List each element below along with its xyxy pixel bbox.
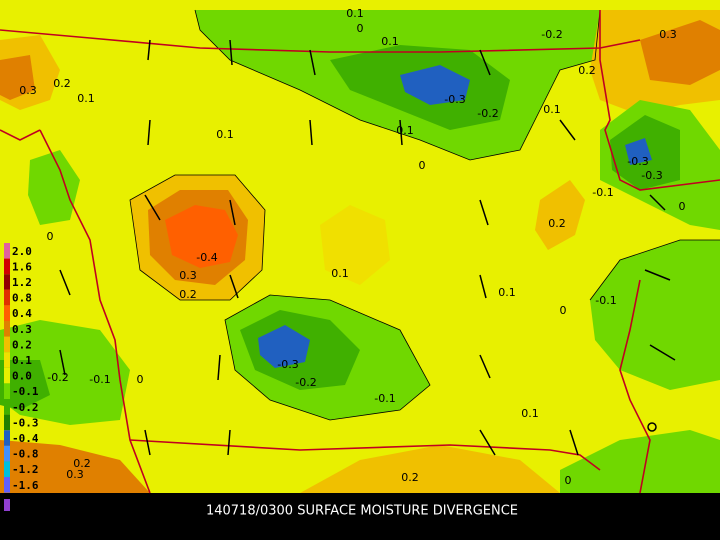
contour-label: 0.1	[381, 35, 399, 48]
contour-label: 0.1	[396, 124, 414, 137]
legend-label: -0.2	[12, 401, 39, 414]
contour-label: 0.1	[543, 103, 561, 116]
contour-label: -0.3	[641, 169, 662, 182]
contour-label: 0.1	[77, 92, 95, 105]
contour-label: 0.2	[179, 288, 197, 301]
contour-fills	[0, 10, 720, 493]
contour-label: 0.2	[548, 217, 566, 230]
contour-label: -0.3	[444, 93, 465, 106]
contour-label: -0.1	[374, 392, 395, 405]
contour-label: 0	[560, 304, 567, 317]
contour-label: 0	[419, 159, 426, 172]
legend-label: -1.2	[12, 463, 39, 476]
contour-label: 0	[47, 230, 54, 243]
legend-swatch	[4, 243, 10, 259]
legend-label: 0.0	[12, 370, 32, 383]
contour-label: -0.3	[627, 155, 648, 168]
contour-label: 0.2	[578, 64, 596, 77]
contour-label: -0.2	[47, 371, 68, 384]
legend-swatch	[4, 461, 10, 477]
contour-label: 0.2	[401, 471, 419, 484]
legend-label: -0.1	[12, 385, 39, 398]
legend-swatch	[4, 367, 10, 384]
legend-label: -0.3	[12, 416, 39, 429]
legend-label: 0.1	[12, 354, 32, 367]
contour-label: 0.1	[331, 267, 349, 280]
legend-swatch	[4, 414, 10, 431]
state-borders	[0, 10, 720, 494]
legend-label: 2.0	[12, 245, 32, 258]
contour-label: -0.1	[595, 294, 616, 307]
contour-label: 0.3	[66, 468, 84, 481]
legend-label: 0.8	[12, 292, 32, 305]
legend-swatch	[4, 430, 10, 446]
legend-label: 0.3	[12, 323, 32, 336]
legend-swatch	[4, 274, 10, 290]
contour-label: -0.3	[277, 358, 298, 371]
contour-label: -0.4	[196, 251, 217, 264]
legend-swatch	[4, 499, 10, 511]
contour-label: -0.2	[295, 376, 316, 389]
contour-label: 0	[565, 474, 572, 487]
legend-label: 0.2	[12, 338, 32, 351]
contour-label: -0.1	[592, 186, 613, 199]
contour-label: 0.3	[19, 84, 37, 97]
legend-swatch	[4, 321, 10, 337]
isolines	[129, 9, 720, 421]
contour-label: 0	[137, 373, 144, 386]
contour-label: 0.1	[346, 7, 364, 20]
contour-label: -0.1	[89, 373, 110, 386]
legend-label: -0.4	[12, 432, 39, 445]
legend-swatch	[4, 352, 10, 368]
legend: 2.0 1.6 1.2 0.8 0.4 0.3 0.2 0.1 0.0 -0.1 -0.2 -0.3 -…	[4, 243, 39, 493]
wind-barbs	[59, 39, 676, 456]
contour-label: 0	[357, 22, 364, 35]
contour-label: 0.2	[73, 457, 91, 470]
contour-label: 0.1	[521, 407, 539, 420]
contour-label: 0.3	[659, 28, 677, 41]
legend-swatch	[4, 289, 10, 306]
legend-swatch	[4, 383, 10, 399]
contour-label: 0	[679, 200, 686, 213]
contour-label: -0.2	[477, 107, 498, 120]
caption: 140718/0300 SURFACE MOISTURE DIVERGENCE	[206, 504, 518, 519]
legend-label: 0.4	[12, 307, 32, 320]
legend-swatch	[4, 399, 10, 415]
legend-swatch	[4, 305, 10, 321]
contour-label: -0.2	[541, 28, 562, 41]
legend-swatch	[4, 445, 10, 462]
legend-label: -0.8	[12, 448, 39, 461]
legend-label: 1.2	[12, 276, 32, 289]
contour-label: 0.2	[53, 77, 71, 90]
contour-labels: 0.1 0 0.1 -0.2 0.3 0.2 0.3 0.2 0.1 -0.3 …	[19, 7, 685, 487]
contour-label: 0.3	[179, 269, 197, 282]
contour-label: 0.1	[216, 128, 234, 141]
legend-swatch	[4, 258, 10, 275]
legend-swatch	[4, 477, 10, 493]
legend-swatch	[4, 336, 10, 353]
legend-label: -1.6	[12, 479, 39, 492]
contour-label: 0.1	[498, 286, 516, 299]
legend-label: 1.6	[12, 260, 32, 273]
